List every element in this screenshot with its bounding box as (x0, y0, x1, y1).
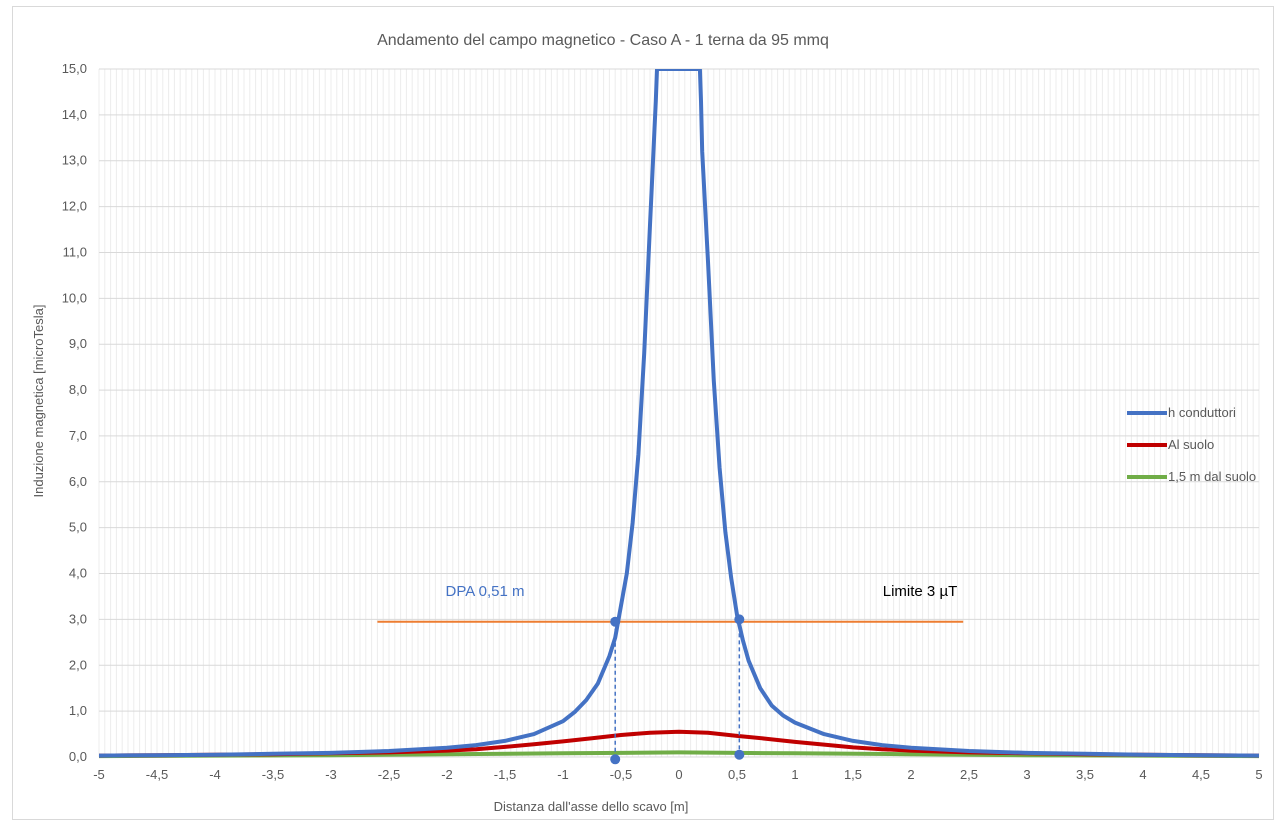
y-tick-label: 6,0 (69, 474, 87, 489)
y-tick-label: 13,0 (62, 153, 87, 168)
x-tick-label: 2,5 (960, 767, 978, 782)
y-tick-label: 10,0 (62, 290, 87, 305)
major-gridlines (99, 68, 1259, 758)
limit-label: Limite 3 µT (883, 583, 958, 600)
x-tick-label: 4 (1139, 767, 1146, 782)
legend-label: 1,5 m dal suolo (1168, 469, 1256, 484)
y-tick-label: 0,0 (69, 749, 87, 764)
x-tick-label: -3,5 (262, 767, 284, 782)
x-tick-labels: -5 -4,5 -4 -3,5 -3 -2,5 -2 -1,5 -1 -0,5 0 0,5 1 1,5 2 2… (93, 767, 1262, 782)
y-axis-label: Induzione magnetica [microTesla] (31, 305, 46, 498)
x-tick-label: 0 (675, 767, 682, 782)
y-tick-label: 2,0 (69, 657, 87, 672)
x-tick-label: -2,5 (378, 767, 400, 782)
x-tick-label: -4 (209, 767, 221, 782)
legend-label: Al suolo (1168, 437, 1214, 452)
x-tick-label: -4,5 (146, 767, 168, 782)
y-tick-label: 12,0 (62, 199, 87, 214)
dpa-markers (610, 614, 745, 765)
x-tick-label: 4,5 (1192, 767, 1210, 782)
y-tick-label: 3,0 (69, 611, 87, 626)
x-tick-label: -5 (93, 767, 105, 782)
y-tick-label: 8,0 (69, 382, 87, 397)
x-tick-label: 5 (1255, 767, 1262, 782)
dpa-point (734, 614, 745, 625)
series-lines (99, 69, 1259, 759)
y-tick-label: 11,0 (63, 244, 87, 259)
x-tick-label: 0,5 (728, 767, 746, 782)
y-tick-labels: 0,0 1,0 2,0 3,0 4,0 5,0 6,0 7,0 8,0 9,0 10,0 11,0 12… (62, 61, 87, 764)
dpa-base-point (734, 749, 745, 760)
legend: h conduttori Al suolo 1,5 m dal suolo (1127, 405, 1256, 484)
series-line (99, 69, 1259, 758)
y-tick-label: 4,0 (69, 566, 87, 581)
x-tick-label: -2 (441, 767, 453, 782)
y-tick-label: 14,0 (62, 107, 87, 122)
dpa-base-point (610, 754, 621, 765)
chart-frame: Andamento del campo magnetico - Caso A -… (12, 6, 1274, 820)
x-axis-label: Distanza dall'asse dello scavo [m] (494, 799, 689, 814)
y-tick-label: 7,0 (69, 428, 87, 443)
legend-label: h conduttori (1168, 405, 1236, 420)
y-tick-label: 15,0 (62, 61, 87, 76)
x-tick-label: 1 (791, 767, 798, 782)
dpa-label: DPA 0,51 m (446, 583, 525, 600)
dpa-point (610, 616, 621, 627)
line-chart: Andamento del campo magnetico - Caso A -… (31, 32, 1263, 814)
y-tick-label: 9,0 (69, 336, 87, 351)
x-tick-label: 3 (1023, 767, 1030, 782)
x-tick-label: 3,5 (1076, 767, 1094, 782)
y-tick-label: 5,0 (69, 520, 87, 535)
x-tick-label: -3 (325, 767, 337, 782)
chart-title: Andamento del campo magnetico - Caso A -… (377, 32, 829, 49)
x-tick-label: 2 (907, 767, 914, 782)
x-tick-label: -1 (557, 767, 569, 782)
x-tick-label: -0,5 (610, 767, 632, 782)
x-tick-label: 1,5 (844, 767, 862, 782)
y-tick-label: 1,0 (69, 703, 87, 718)
x-tick-label: -1,5 (494, 767, 516, 782)
minor-gridlines (98, 69, 1260, 757)
